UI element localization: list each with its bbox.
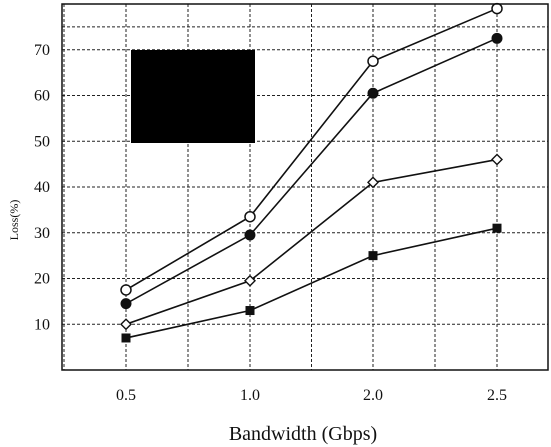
data-point-3-2: [244, 274, 256, 287]
series-line-4: [125, 227, 498, 339]
y-tick-label: 60: [34, 88, 50, 105]
data-point-4-1: [121, 333, 131, 343]
x-tick-label: 1.0: [240, 387, 260, 404]
data-point-3-4: [491, 153, 503, 166]
legend-box: [131, 50, 255, 143]
x-tick-label: 0.5: [116, 387, 136, 404]
series-layer: [120, 2, 503, 343]
data-point-1-1: [120, 284, 132, 296]
data-point-2-1: [120, 298, 132, 310]
series-line-2: [125, 37, 498, 305]
data-point-1-3: [367, 55, 379, 67]
data-point-2-3: [367, 87, 379, 99]
data-point-2-4: [491, 32, 503, 44]
plot-border: [61, 3, 549, 371]
y-tick-label: 50: [34, 133, 50, 150]
tick-labels: 10 20 30 40 50 60 70 0.5 1.0 2.0 2.5: [34, 42, 507, 404]
data-point-4-4: [492, 223, 502, 233]
x-tick-label: 2.5: [487, 387, 507, 404]
data-point-1-4: [491, 2, 503, 15]
y-tick-label: 40: [34, 179, 50, 196]
data-point-4-3: [368, 251, 378, 261]
data-point-3-1: [120, 318, 132, 331]
y-axis-title: Loss(%): [7, 200, 21, 241]
legend: [131, 50, 255, 143]
y-tick-label: 10: [34, 316, 50, 333]
x-axis-title: Bandwidth (Gbps): [229, 423, 377, 445]
data-point-2-2: [244, 229, 256, 241]
data-point-3-3: [367, 176, 379, 189]
y-tick-label: 20: [34, 271, 50, 288]
y-tick-label: 30: [34, 225, 50, 242]
data-point-4-2: [245, 306, 255, 316]
series-line-3: [125, 158, 498, 326]
y-tick-label: 70: [34, 42, 50, 59]
x-tick-label: 2.0: [363, 387, 383, 404]
data-point-1-2: [244, 210, 256, 223]
series-line-1: [125, 7, 498, 291]
plot-frame: [61, 3, 549, 371]
